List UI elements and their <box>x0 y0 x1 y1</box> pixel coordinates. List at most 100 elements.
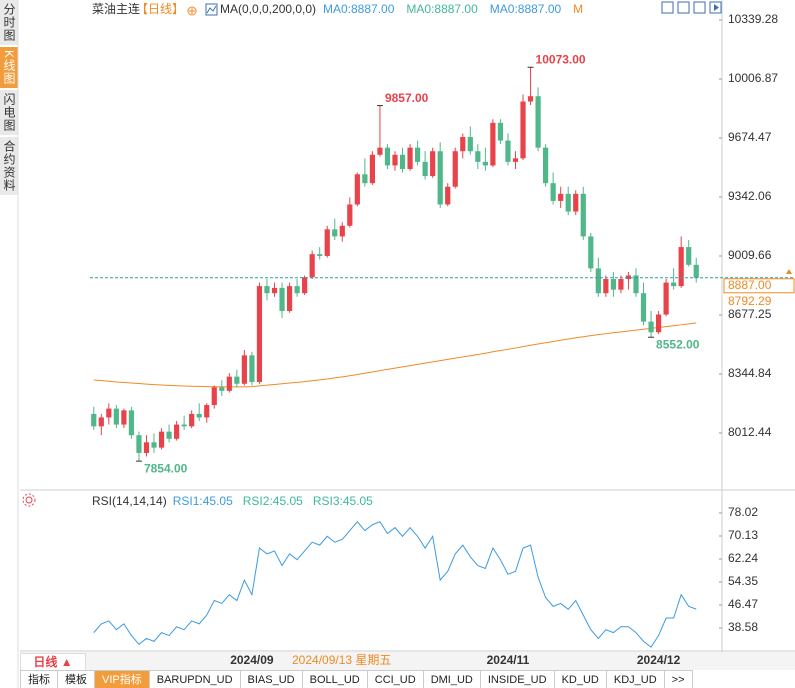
indicator-tab[interactable]: KD_UD <box>553 670 607 688</box>
candle-body <box>219 387 225 391</box>
candle-body <box>445 186 451 205</box>
indicator-tab[interactable]: INSIDE_UD <box>479 670 555 688</box>
candle-body <box>588 236 594 269</box>
ma-legend: MA0:8887.00 <box>490 2 562 16</box>
candle-body <box>317 254 323 256</box>
candle-body <box>671 282 677 287</box>
candle-body <box>151 442 157 448</box>
candle-body <box>241 355 247 384</box>
candle-body <box>543 147 549 184</box>
candle-body <box>354 174 360 205</box>
high-label: 10073.00 <box>536 52 586 66</box>
sidebar-tab[interactable]: 闪电图 <box>0 90 18 136</box>
indicator-tab[interactable]: KDJ_UD <box>605 670 665 688</box>
candle-body <box>452 151 458 187</box>
candle-body <box>128 410 135 436</box>
candle-body <box>166 431 172 439</box>
indicator-tab[interactable]: BOLL_UD <box>301 670 368 688</box>
candle-body <box>460 137 466 152</box>
low-label: 8552.00 <box>656 337 700 351</box>
candle-body <box>189 413 195 427</box>
y-tick-label: 10006.87 <box>728 71 778 85</box>
y-tick-label: 8344.84 <box>728 366 772 380</box>
candle-body <box>475 151 481 162</box>
candle-body <box>234 376 240 384</box>
indicator-name: RSI(14,14,14) <box>92 494 167 508</box>
candle-body <box>550 183 556 201</box>
candle-body <box>467 137 473 152</box>
rsi-line <box>93 521 697 648</box>
y-tick-label: 54.35 <box>728 574 758 588</box>
candle-body <box>158 431 165 448</box>
candle-body <box>211 387 217 406</box>
candle-body <box>565 193 571 212</box>
y-tick-label: 78.02 <box>728 505 758 519</box>
candle-body <box>678 247 684 287</box>
candle-body <box>399 154 406 169</box>
y-tick-label: 70.13 <box>728 528 758 542</box>
candle-body <box>558 193 564 201</box>
indicator-tab[interactable]: VIP指标 <box>94 670 150 688</box>
candle-body <box>369 154 376 184</box>
price-marker <box>786 269 792 274</box>
candle-body <box>520 101 526 159</box>
candle-body <box>98 417 104 427</box>
y-tick-label: 62.24 <box>728 551 758 565</box>
y-tick-label: 9342.06 <box>728 189 772 203</box>
rsi-icon[interactable] <box>22 493 36 507</box>
indicator-tab[interactable]: 模板 <box>57 670 95 688</box>
y-tick-label: 38.58 <box>728 620 758 634</box>
period-button[interactable]: 日线 ▲ <box>20 653 86 671</box>
candle-body <box>181 424 187 427</box>
ma-icon[interactable] <box>205 3 218 16</box>
sidebar-tab[interactable]: K线图 <box>0 47 18 89</box>
candle-body <box>414 147 421 162</box>
candle-body <box>136 435 142 453</box>
candle-body <box>437 151 443 205</box>
legend-entry: RSI2:45.05 <box>243 494 303 508</box>
candle-body <box>610 279 616 290</box>
candle-body <box>226 376 232 391</box>
candle-body <box>527 96 534 102</box>
candle-body <box>693 264 699 278</box>
sidebar-tab[interactable]: 合约资料 <box>0 137 18 196</box>
candle-body <box>573 193 579 212</box>
ma-line <box>93 322 697 388</box>
candle-body <box>204 405 210 418</box>
toolbar-icons[interactable] <box>661 1 722 14</box>
candle-body <box>580 193 586 237</box>
add-icon[interactable] <box>187 6 197 16</box>
x-tick-label: 2024/11 <box>487 653 530 667</box>
candle-body <box>106 408 112 418</box>
legend-entry: RSI1:45.05 <box>173 494 233 508</box>
candle-body <box>339 225 345 237</box>
candle-body <box>347 204 353 226</box>
ma-legend: M <box>573 2 583 16</box>
ma-legend: MA0:8887.00 <box>323 2 395 16</box>
indicator-tab[interactable]: BARUPDN_UD <box>148 670 241 688</box>
candle-body <box>196 413 202 418</box>
indicator-tab[interactable]: DMI_UD <box>422 670 481 688</box>
x-tick-label: 2024/12 <box>637 653 681 667</box>
candle-body <box>256 286 263 382</box>
high-label: 9857.00 <box>385 91 429 105</box>
indicator-tab[interactable]: BIAS_UD <box>239 670 303 688</box>
indicator-tab[interactable]: 指标 <box>20 670 58 688</box>
candle-body <box>497 122 504 141</box>
indicator-tab[interactable]: CCI_UD <box>366 670 424 688</box>
sidebar: 分时图 K线图 闪电图 合约资料 <box>0 0 18 197</box>
ma-price-label: 8792.29 <box>728 294 772 308</box>
candle-body <box>91 413 97 427</box>
candle-body <box>407 147 413 169</box>
candle-body <box>294 286 300 294</box>
sidebar-tab[interactable]: 分时图 <box>0 0 18 45</box>
ma-legend: MA0:8887.00 <box>406 2 478 16</box>
candle-body <box>279 287 285 311</box>
candle-body <box>640 293 647 322</box>
candle-body <box>603 279 609 294</box>
low-label: 7854.00 <box>144 461 188 475</box>
indicator-tab[interactable]: >> <box>663 670 693 688</box>
indicator-tabs: 指标 模板 VIP指标 BARUPDN_UD BIAS_UD BOLL_UD CCI_UD D… <box>20 670 693 688</box>
cursor-label: 2024/09/13 星期五 <box>292 653 391 667</box>
